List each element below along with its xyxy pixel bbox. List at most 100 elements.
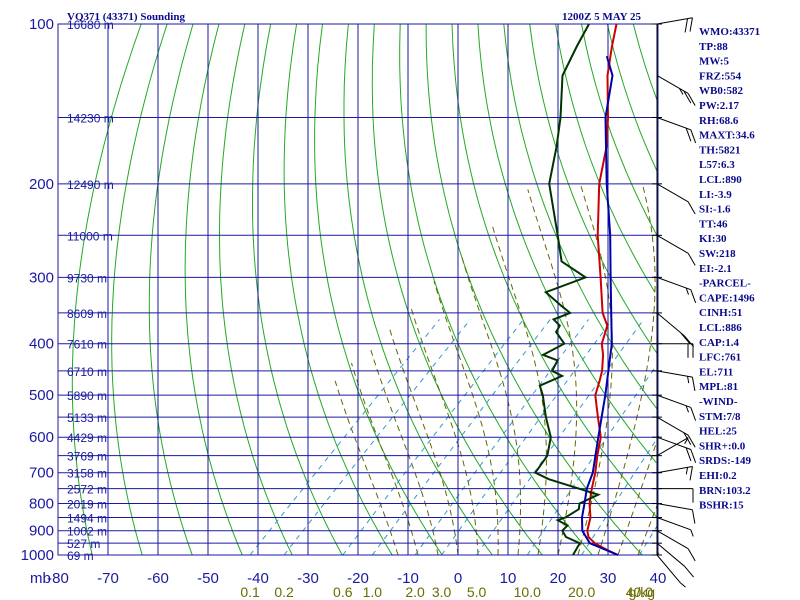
stability-index: -WIND- [699, 396, 738, 408]
stability-index: L57:6.3 [699, 159, 735, 171]
pressure-tick-label: 900 [29, 523, 54, 540]
mixing-ratio-line [526, 365, 657, 556]
wind-barb-staff [656, 17, 693, 25]
stability-index: TH:5821 [699, 144, 741, 156]
wind-barb-half-flag [687, 376, 690, 384]
pressure-tick-label: 1000 [21, 547, 54, 564]
pressure-tick-label: 700 [29, 465, 54, 482]
isobars [57, 23, 659, 556]
pressure-tick-label: 400 [29, 336, 54, 353]
mixing-ratio-tick-label: 3.0 [432, 584, 452, 600]
wind-barb-flag [685, 127, 692, 142]
height-label: 12490 m [67, 178, 114, 192]
wind-barb-half-flag [679, 88, 684, 95]
wind-barb [656, 466, 693, 481]
wind-barb-half-flag [685, 287, 689, 295]
mixing-ratio-line [414, 319, 590, 556]
dry-adiabat [503, 23, 658, 409]
pressure-tick-label: 800 [29, 496, 54, 513]
temperature-tick-label: -50 [197, 570, 219, 587]
moist-adiabat [460, 252, 522, 556]
dry-adiabat [283, 23, 393, 556]
wind-barb-staff [656, 503, 693, 511]
temperature-tick-label: -60 [147, 570, 169, 587]
wind-barb-staff [656, 370, 693, 378]
wind-barb [656, 503, 696, 524]
wind-barb-flag [687, 253, 696, 266]
temperature-tick-label: 10 [500, 570, 517, 587]
wind-barb-staff [656, 466, 693, 474]
dry-adiabat [606, 23, 658, 173]
dry-adiabat [477, 23, 657, 463]
stability-index: TT:46 [699, 218, 728, 230]
wind-barb [657, 488, 694, 503]
stability-index: EHI:0.2 [699, 470, 737, 482]
temperature-tick-label: -20 [347, 570, 369, 587]
wind-barb-half-flag [685, 467, 689, 475]
mixing-ratio-unit-label: g/kg [629, 584, 655, 600]
height-label: 527 m [67, 537, 100, 551]
dry-adiabat [184, 23, 243, 556]
height-label: 16680 m [67, 18, 114, 32]
temperature-tick-label: 40 [650, 570, 667, 587]
dry-adiabats [71, 23, 659, 556]
stability-index: SRDS:-149 [699, 455, 751, 467]
wind-barb-half-flag [690, 529, 694, 537]
stability-index: SI:-1.6 [699, 204, 731, 216]
stability-index: LFC:761 [699, 352, 741, 364]
dry-adiabat [371, 23, 543, 556]
dry-adiabat [218, 23, 293, 556]
wind-barb-staff [656, 554, 681, 583]
temperature-tick-label: 0 [454, 570, 462, 587]
height-label: 69 m [67, 549, 94, 563]
wind-barb-flag [690, 407, 697, 421]
wind-barb-half-flag [679, 582, 686, 588]
temperature-tick-label: -40 [247, 570, 269, 587]
wind-barbs [652, 17, 697, 588]
wind-barb-flag [684, 335, 694, 348]
wind-barb-flag [691, 509, 696, 524]
wind-barb-staff [656, 517, 691, 531]
height-label: 3158 m [67, 467, 107, 481]
temperature-tick-label: -80 [47, 570, 69, 587]
stability-index: KI:30 [699, 233, 727, 245]
height-label: 5890 m [67, 389, 107, 403]
wind-barb [656, 276, 697, 303]
stability-index: EL:711 [699, 366, 733, 378]
wind-barb [656, 530, 696, 562]
temperature-profile [586, 23, 619, 556]
wind-barb-staff [656, 394, 691, 408]
wind-barb [656, 183, 696, 215]
mixing-ratio-tick-label: 10.0 [514, 584, 541, 600]
stability-index: TP:88 [699, 41, 728, 53]
mixing-ratio-line [638, 525, 658, 556]
sounding-profiles [533, 23, 619, 556]
stability-index: MW:5 [699, 56, 729, 68]
stability-index: HEL:25 [699, 426, 737, 438]
wind-barb-flag [684, 565, 694, 578]
moist-adiabat [334, 380, 399, 556]
pressure-tick-label: 200 [29, 176, 54, 193]
mixing-ratio-tick-label: 20.0 [568, 584, 595, 600]
station-title: VQ371 (43371) Sounding [67, 11, 185, 23]
stability-index: WB0:582 [699, 85, 744, 97]
dry-adiabat [555, 23, 656, 293]
wind-barb [656, 117, 697, 144]
wind-barb-staff [656, 437, 689, 457]
pressure-tick-label: 100 [29, 16, 54, 33]
stability-index: BRN:103.2 [699, 485, 751, 497]
moist-adiabat [617, 435, 660, 556]
wind-barb-flag [689, 466, 693, 481]
height-label: 2019 m [67, 498, 107, 512]
mixing-ratio-line [342, 319, 524, 556]
stability-index: MAXT:34.6 [699, 130, 755, 142]
wind-barb-flag [690, 129, 697, 144]
stability-index: -PARCEL- [699, 278, 751, 290]
wind-barb-staff [656, 234, 689, 254]
stability-index: BSHR:15 [699, 500, 744, 512]
wind-barb-flag [687, 93, 696, 106]
moist-adiabat [433, 281, 499, 555]
wind-barb-staff [656, 436, 691, 450]
stability-index: EI:-2.1 [699, 263, 732, 275]
